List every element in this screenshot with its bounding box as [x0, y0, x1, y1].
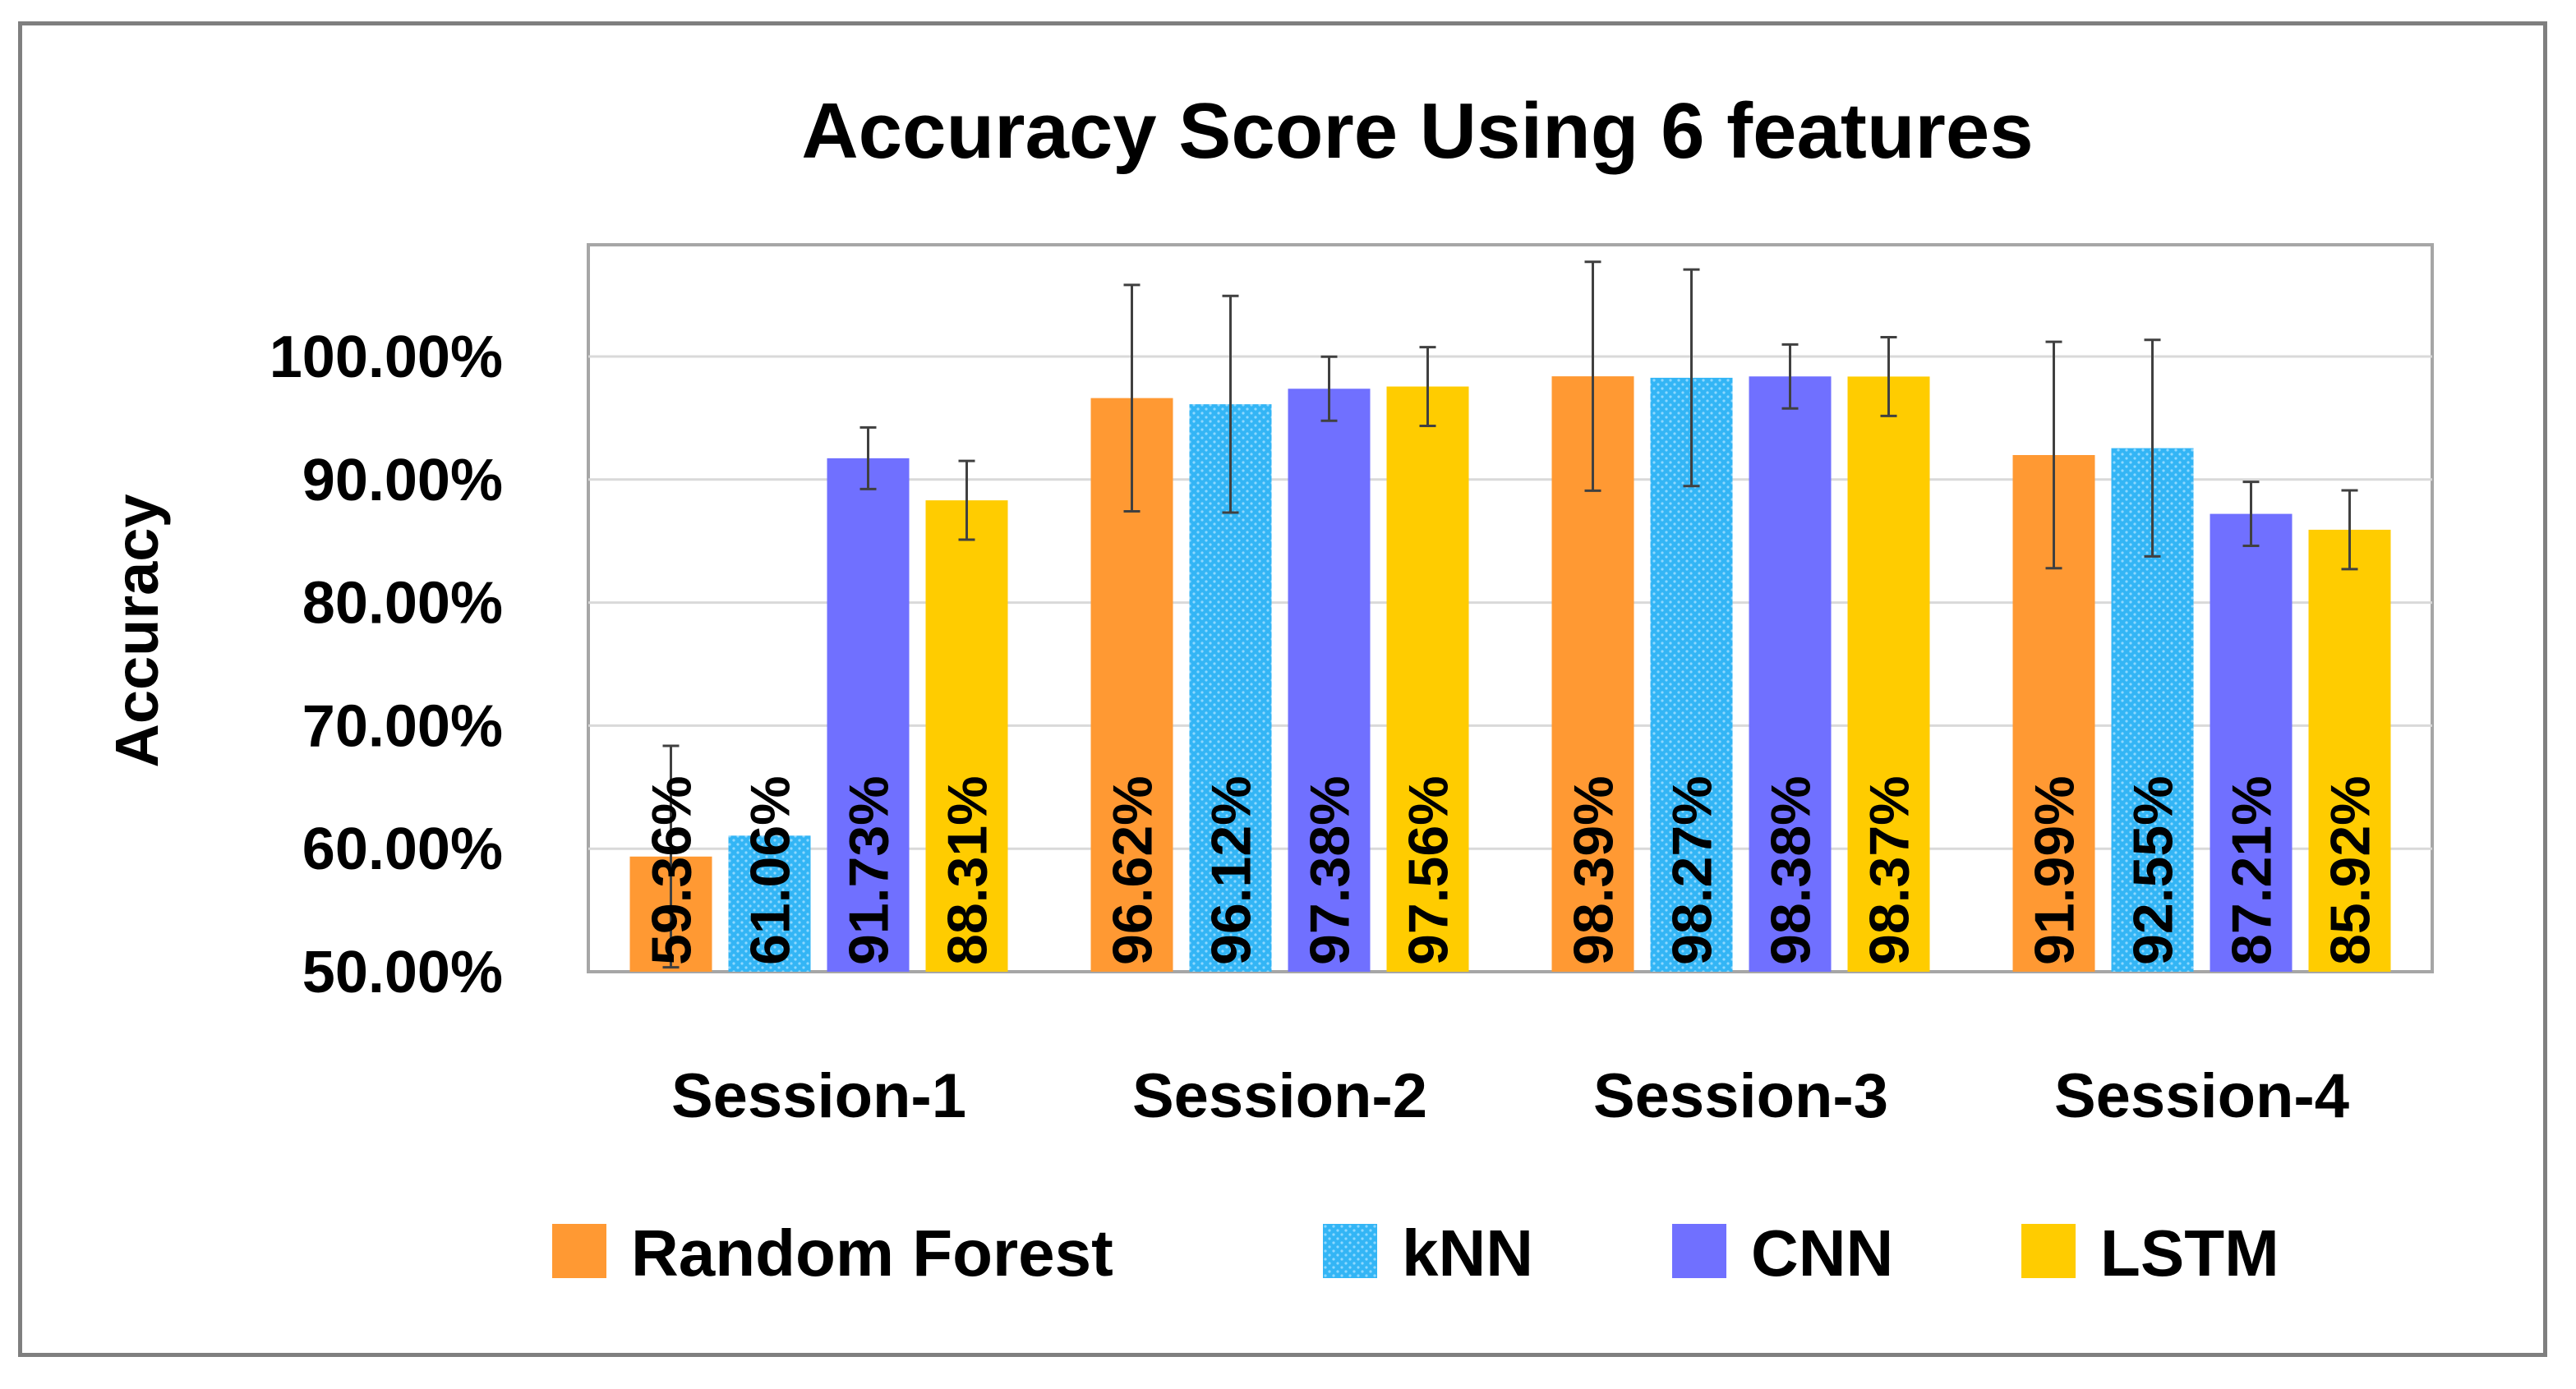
bar: [925, 500, 1008, 972]
legend-swatch: [552, 1224, 606, 1278]
y-tick-label: 100.00%: [270, 324, 503, 390]
bar: [2308, 529, 2391, 972]
bar: [2210, 513, 2293, 972]
error-bar: [958, 459, 975, 541]
legend-swatch: [1323, 1224, 1377, 1278]
data-label: 91.99%: [2024, 775, 2086, 965]
y-axis-ticks: 50.00% 60.00% 70.00% 80.00% 90.00% 100.00%: [270, 324, 503, 1005]
legend: Random Forest kNN CNN LSTM: [552, 1217, 2279, 1290]
legend-label: LSTM: [2100, 1217, 2279, 1290]
y-axis-label: Accuracy: [103, 494, 171, 767]
data-label: 61.06%: [740, 775, 802, 965]
error-bar: [2242, 481, 2260, 548]
data-label: 96.12%: [1200, 775, 1263, 965]
error-bar: [859, 425, 877, 490]
data-label: 98.27%: [1661, 775, 1724, 965]
data-label: 98.39%: [1563, 775, 1625, 965]
y-tick-label: 90.00%: [302, 448, 503, 513]
error-bar: [1781, 343, 1799, 410]
y-tick-label: 50.00%: [302, 940, 503, 1005]
x-category-label: Session-3: [1593, 1061, 1888, 1131]
legend-item: LSTM: [2021, 1217, 2279, 1290]
error-bar: [1683, 268, 1700, 488]
error-bar: [2045, 340, 2062, 570]
error-bar: [1880, 335, 1897, 417]
data-label: 59.36%: [641, 775, 703, 965]
error-bar: [1419, 346, 1436, 427]
legend-label: Random Forest: [631, 1217, 1113, 1290]
bar: [827, 458, 910, 972]
legend-item: Random Forest: [552, 1217, 1113, 1290]
chart-title: Accuracy Score Using 6 features: [801, 87, 2033, 175]
data-label: 97.38%: [1299, 775, 1362, 965]
error-bar: [1222, 294, 1239, 514]
error-bars: [662, 260, 2358, 969]
data-label: 97.56%: [1398, 775, 1460, 965]
bar: [1288, 389, 1371, 973]
data-label: 87.21%: [2221, 775, 2283, 965]
legend-item: CNN: [1672, 1217, 1893, 1290]
error-bar: [1320, 355, 1338, 422]
data-label: 96.62%: [1102, 775, 1164, 965]
legend-swatch: [2021, 1224, 2076, 1278]
x-category-label: Session-2: [1132, 1061, 1427, 1131]
legend-label: kNN: [1402, 1217, 1533, 1290]
error-bar: [2341, 489, 2358, 571]
data-label: 98.38%: [1760, 775, 1823, 965]
y-tick-label: 60.00%: [302, 816, 503, 882]
data-label: 85.92%: [2320, 775, 2382, 965]
x-category-label: Session-1: [671, 1061, 966, 1131]
data-label: 92.55%: [2122, 775, 2185, 965]
data-labels: 59.36% 61.06% 91.73% 88.31% 96.62% 96.12% 97.3…: [641, 775, 2382, 965]
error-bar: [1123, 283, 1141, 513]
error-bar: [1584, 260, 1601, 492]
bar: [728, 835, 811, 972]
bar: [1386, 386, 1469, 972]
data-label: 98.37%: [1859, 775, 1921, 965]
bar: [1749, 376, 1832, 973]
bar: [1847, 376, 1930, 973]
y-tick-label: 70.00%: [302, 693, 503, 759]
y-tick-label: 80.00%: [302, 571, 503, 637]
bars: [629, 376, 2391, 973]
legend-label: CNN: [1751, 1217, 1893, 1290]
data-label: 91.73%: [838, 775, 901, 965]
error-bar: [2144, 338, 2161, 558]
x-category-label: Session-4: [2054, 1061, 2349, 1131]
legend-swatch: [1672, 1224, 1726, 1278]
x-axis-categories: Session-1 Session-2 Session-3 Session-4: [671, 1061, 2349, 1131]
data-label: 88.31%: [937, 775, 999, 965]
error-bar: [662, 744, 680, 969]
legend-item: kNN: [1323, 1217, 1533, 1290]
